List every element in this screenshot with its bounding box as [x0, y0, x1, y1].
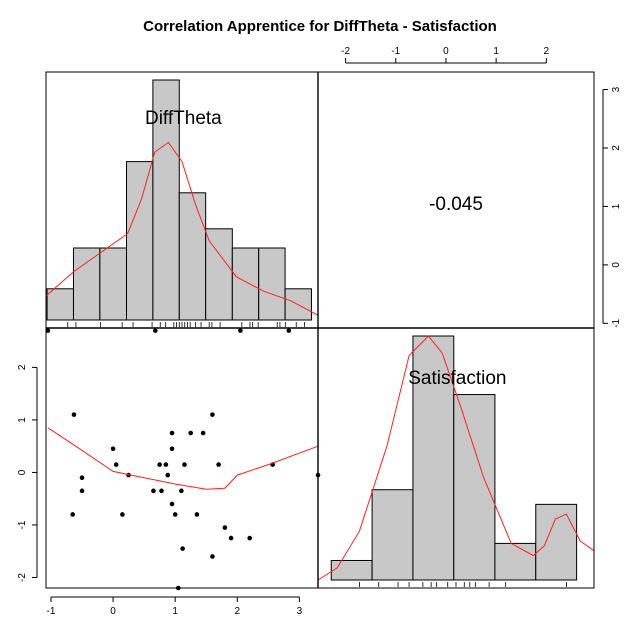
- scatter-point: [45, 328, 51, 333]
- scatter-point: [286, 328, 292, 333]
- scatter-point: [165, 472, 171, 478]
- right-axis-tick-label: 3: [611, 86, 622, 92]
- scatter-point: [159, 488, 164, 494]
- difftheta-label: DiffTheta: [145, 108, 222, 129]
- difftheta-histogram-bar: [231, 247, 260, 321]
- scatter-point: [79, 475, 85, 480]
- scatter-point: [163, 462, 169, 467]
- difftheta-histogram-bar: [178, 192, 207, 321]
- scatter-point: [200, 430, 206, 436]
- scatter-point: [180, 546, 185, 551]
- right-axis-tick-label: -1: [611, 318, 622, 327]
- bottom-axis-tick-label: 1: [172, 606, 178, 617]
- left-axis-tick-label: 1: [17, 417, 28, 423]
- difftheta-histogram-bar: [284, 288, 312, 321]
- scatter-point: [152, 328, 158, 333]
- left-axis-tick-label: 2: [17, 364, 28, 370]
- satisfaction-histogram-bar: [371, 489, 414, 581]
- scatter-point: [157, 462, 162, 467]
- satisfaction-histogram-bar: [535, 503, 578, 581]
- top-axis-tick-label: 0: [443, 46, 449, 57]
- scatter-point: [71, 412, 77, 417]
- scatter-point: [210, 412, 215, 417]
- scatter-point: [188, 430, 193, 436]
- satisfaction-label: Satisfaction: [408, 368, 506, 389]
- scatter-point: [247, 535, 252, 541]
- scatter-smooth-line: [47, 427, 319, 490]
- left-axis-tick-label: -1: [17, 520, 28, 529]
- difftheta-histogram-density-curve: [45, 141, 319, 316]
- scatter-point: [172, 512, 178, 517]
- satisfaction-histogram-bar: [412, 335, 455, 581]
- scatter-point: [110, 446, 116, 452]
- right-axis-tick-label: 0: [611, 262, 622, 268]
- scatter-point: [210, 554, 215, 559]
- right-axis-tick-label: 2: [611, 145, 622, 151]
- top-axis-tick-label: -1: [391, 46, 400, 57]
- satisfaction-histogram-bar: [494, 542, 537, 581]
- satisfaction-histogram-bar: [330, 559, 373, 581]
- scatter-point: [228, 535, 234, 541]
- scatter-point: [169, 430, 175, 436]
- scatter-point: [120, 512, 125, 517]
- scatter-point: [179, 488, 184, 494]
- difftheta-histogram-bar: [126, 161, 154, 321]
- bottom-axis-tick-label: 0: [110, 606, 116, 617]
- top-axis-tick-label: -2: [341, 46, 350, 57]
- top-axis-tick-label: 1: [493, 46, 499, 57]
- scatter-point: [216, 462, 221, 467]
- chart-title: Correlation Apprentice for DiffTheta - S…: [143, 18, 497, 35]
- difftheta-histogram-bar: [72, 247, 101, 321]
- left-axis-tick-label: -2: [17, 573, 28, 582]
- top-axis-tick-label: 2: [544, 46, 550, 57]
- scatter-point: [79, 488, 85, 494]
- scatter-point: [169, 446, 175, 452]
- scatter-point: [194, 512, 200, 517]
- bottom-axis-tick-label: -1: [47, 606, 56, 617]
- scatter-point: [182, 462, 187, 467]
- difftheta-histogram-bar: [258, 247, 286, 321]
- right-axis-tick-label: 1: [611, 203, 622, 209]
- satisfaction-histogram-density-curve: [317, 335, 595, 581]
- scatter-point: [238, 328, 243, 333]
- outer-frame: [45, 71, 595, 589]
- bottom-axis-tick-label: 2: [234, 606, 240, 617]
- scatter-point: [169, 501, 175, 507]
- difftheta-histogram-bar: [205, 228, 233, 321]
- difftheta-histogram-bar: [46, 288, 74, 321]
- scatter-point: [70, 512, 76, 517]
- scatter-point: [222, 525, 228, 530]
- bottom-axis-tick-label: 3: [297, 606, 303, 617]
- correlation-value: -0.045: [429, 194, 483, 215]
- left-axis-tick-label: 0: [17, 469, 28, 475]
- satisfaction-histogram-bar: [453, 394, 496, 581]
- difftheta-histogram-bar: [99, 247, 128, 321]
- scatter-point: [151, 488, 156, 494]
- scatter-point: [113, 462, 119, 467]
